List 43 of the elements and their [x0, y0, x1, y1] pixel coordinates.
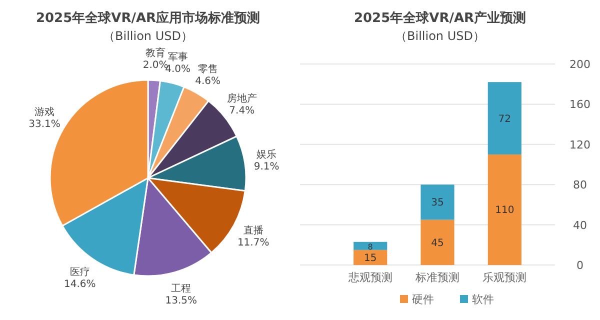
- data-label: 13.5%: [165, 295, 198, 306]
- data-label: 35: [431, 198, 444, 209]
- slice-label: 零售: [198, 62, 218, 75]
- data-label: 72: [498, 114, 512, 125]
- legend-label: 软件: [472, 293, 494, 306]
- y-tick-label: 40: [573, 218, 587, 232]
- slice-label: 医疗: [70, 266, 90, 278]
- bar: [488, 82, 522, 154]
- data-label: 9.1%: [254, 162, 280, 173]
- slice-label: 房地产: [226, 92, 257, 104]
- y-tick-label: 0: [576, 259, 584, 272]
- slice-label: 游戏: [34, 106, 55, 118]
- y-tick-label: 160: [570, 98, 590, 112]
- data-label: 11.7%: [237, 237, 270, 248]
- chart-title: 2025年全球VR/AR应用市场标准预测: [36, 10, 260, 26]
- data-label: 45: [431, 238, 444, 249]
- data-label: 8: [368, 242, 373, 252]
- x-tick-label: 标准预测: [414, 271, 460, 284]
- slice-label: 工程: [171, 283, 192, 294]
- x-tick-label: 乐观预测: [482, 271, 527, 284]
- bar: [420, 184, 454, 220]
- y-tick-label: 120: [570, 138, 590, 152]
- data-label: 14.6%: [64, 278, 96, 290]
- chart-subtitle: （Billion USD）: [395, 29, 485, 43]
- data-label: 7.4%: [229, 105, 255, 116]
- data-label: 110: [495, 205, 514, 216]
- bar: [354, 250, 388, 265]
- bar: [488, 154, 522, 265]
- data-label: 4.6%: [195, 76, 220, 87]
- data-label: 15: [364, 252, 377, 264]
- chart-subtitle: （Billion USD）: [103, 29, 193, 43]
- bar: [354, 242, 388, 250]
- slice-label: 军事: [168, 50, 188, 63]
- legend-label: 硬件: [412, 293, 434, 306]
- y-tick-label: 200: [570, 58, 590, 71]
- slice-label: 直播: [243, 224, 264, 236]
- y-tick-label: 80: [573, 178, 587, 192]
- data-label: 33.1%: [28, 119, 60, 130]
- x-tick-label: 悲观预测: [347, 271, 392, 284]
- bar: [420, 220, 454, 265]
- chart-title: 2025年全球VR/AR产业预测: [354, 10, 526, 26]
- slice-label: 娱乐: [256, 148, 277, 161]
- slice-label: 教育: [146, 47, 166, 60]
